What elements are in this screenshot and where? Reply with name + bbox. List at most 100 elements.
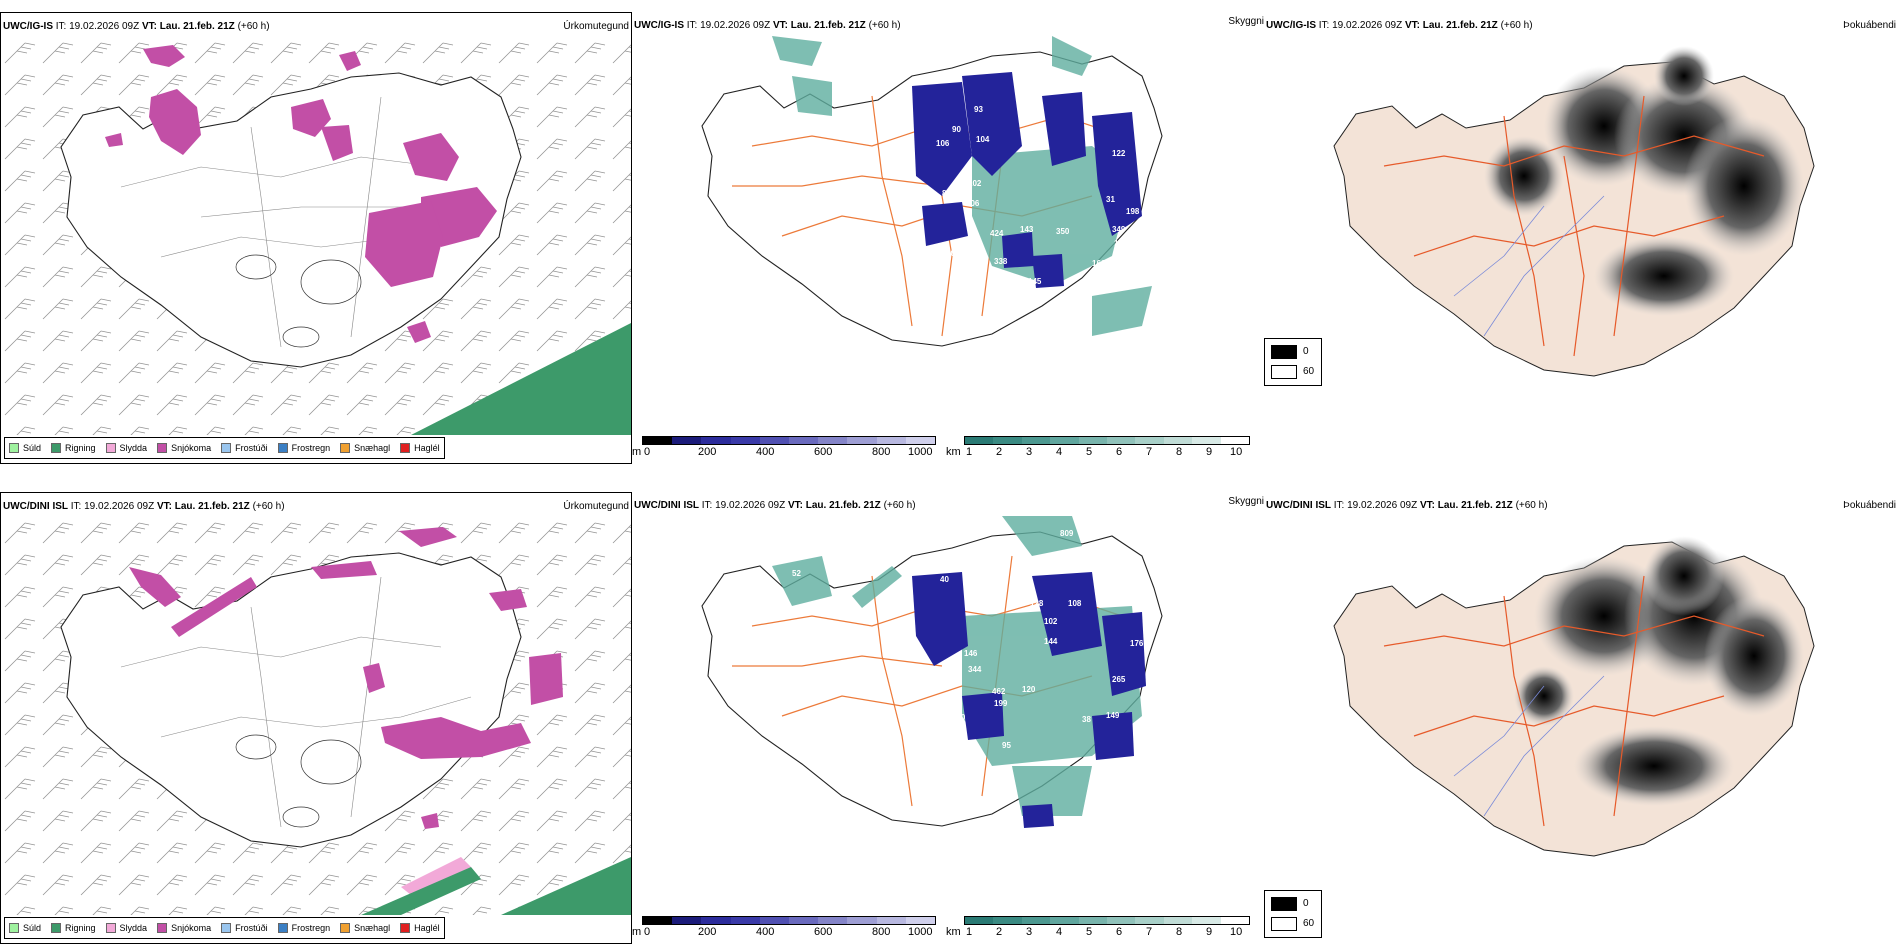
cloud-labels: 809 40 179 128 108 102 144 146 344 462 1…	[792, 529, 1144, 774]
panel-header: UWC/IG-IS IT: 19.02.2026 09Z VT: Lau. 21…	[3, 21, 270, 32]
svg-text:108: 108	[1068, 599, 1082, 608]
precip-map	[1, 37, 631, 435]
precip-legend: Súld Rigning Slydda Snjókoma Frostúði Fr…	[4, 437, 445, 459]
precip-legend: Súld Rigning Slydda Snjókoma Frostúði Fr…	[4, 917, 445, 939]
variable-name: Skyggni	[1228, 496, 1264, 507]
svg-text:144: 144	[1044, 637, 1058, 646]
precip-map	[1, 517, 631, 915]
svg-text:344: 344	[968, 665, 982, 674]
rain-area	[411, 323, 631, 435]
svg-text:102: 102	[968, 179, 982, 188]
legend-freezing-drizzle: Frostúði	[221, 923, 268, 933]
svg-text:462: 462	[964, 247, 978, 256]
svg-text:120: 120	[926, 261, 940, 270]
svg-text:462: 462	[992, 687, 1006, 696]
svg-text:350: 350	[1056, 227, 1070, 236]
rivers	[1453, 675, 1605, 817]
legend-sleet: Slydda	[105, 443, 147, 453]
svg-text:145: 145	[1028, 277, 1042, 286]
legend-freezing-rain: Frostregn	[277, 443, 330, 453]
svg-text:146: 146	[964, 649, 978, 658]
variable-name: Úrkomutegund	[563, 501, 629, 512]
svg-text:265: 265	[1112, 675, 1126, 684]
svg-text:95: 95	[1002, 741, 1011, 750]
svg-text:338: 338	[994, 257, 1008, 266]
legend-rain: Rigning	[51, 443, 96, 453]
panel-header: UWC/DINI ISL IT: 19.02.2026 09Z VT: Lau.…	[3, 501, 285, 512]
variable-name: Skyggni	[1228, 16, 1264, 27]
svg-text:370: 370	[952, 713, 966, 722]
visibility-colorbar: km 1 2 3 4 5 6 7 8 9 10	[946, 436, 1264, 462]
svg-text:179: 179	[986, 599, 1000, 608]
legend-drizzle: Súld	[9, 443, 41, 453]
svg-text:82: 82	[942, 189, 951, 198]
svg-text:278: 278	[1018, 291, 1032, 300]
svg-text:137: 137	[1114, 239, 1128, 248]
legend-snow: Snjókoma	[157, 443, 211, 453]
svg-text:40: 40	[940, 575, 949, 584]
panel-header: UWC/DINI ISL IT: 19.02.2026 09Z VT: Lau.…	[1266, 500, 1548, 511]
svg-text:31: 31	[1106, 195, 1115, 204]
fog-panel-row2: UWC/DINI ISL IT: 19.02.2026 09Z VT: Lau.…	[1264, 492, 1896, 944]
legend-freezing-drizzle: Frostúði	[221, 443, 268, 453]
fog-areas	[1484, 46, 1804, 316]
svg-text:122: 122	[1112, 149, 1126, 158]
visibility-map: 93 90 104 106 102 82 106 462 338 424 143…	[701, 36, 1163, 347]
variable-name: Þokuábendi	[1843, 500, 1896, 511]
svg-text:14: 14	[872, 255, 881, 264]
cloud-labels: 93 90 104 106 102 82 106 462 338 424 143…	[872, 105, 1140, 320]
panel-header: UWC/IG-IS IT: 19.02.2026 09Z VT: Lau. 21…	[1266, 20, 1533, 31]
legend-hail: Haglél	[400, 923, 440, 933]
visibility-map: 809 40 179 128 108 102 144 146 344 462 1…	[701, 516, 1163, 828]
road-network	[1383, 575, 1765, 827]
road-lines	[120, 576, 472, 828]
legend-drizzle: Súld	[9, 923, 41, 933]
svg-text:149: 149	[1106, 711, 1120, 720]
road-lines	[120, 96, 472, 348]
road-network	[1383, 95, 1765, 357]
legend-hail: Haglél	[400, 443, 440, 453]
legend-snow: Snjókoma	[157, 923, 211, 933]
glaciers	[235, 734, 362, 828]
svg-text:106: 106	[966, 199, 980, 208]
fog-map	[1333, 46, 1815, 377]
cloud-base-navy	[912, 572, 1146, 828]
svg-text:143: 143	[1020, 225, 1034, 234]
glaciers	[235, 254, 362, 348]
fog-legend: 0 60	[1264, 890, 1322, 938]
svg-text:90: 90	[952, 125, 961, 134]
legend-rain: Rigning	[51, 923, 96, 933]
snow-areas	[129, 527, 563, 829]
svg-text:198: 198	[1126, 207, 1140, 216]
svg-text:20: 20	[1000, 765, 1009, 774]
svg-text:93: 93	[974, 105, 983, 114]
svg-text:766: 766	[1072, 291, 1086, 300]
svg-text:161: 161	[1092, 259, 1106, 268]
svg-text:349: 349	[1112, 225, 1126, 234]
svg-text:199: 199	[994, 699, 1008, 708]
svg-text:117: 117	[956, 745, 969, 754]
svg-text:120: 120	[1022, 685, 1036, 694]
svg-text:104: 104	[976, 135, 990, 144]
fog-map	[1333, 536, 1815, 857]
rivers	[1453, 195, 1605, 337]
legend-snow-pellets: Snæhagl	[340, 443, 390, 453]
variable-name: Þokuábendi	[1843, 20, 1896, 31]
svg-text:102: 102	[1044, 617, 1058, 626]
svg-text:424: 424	[990, 229, 1004, 238]
legend-snow-pellets: Snæhagl	[340, 923, 390, 933]
svg-text:34: 34	[1076, 311, 1085, 320]
svg-text:100: 100	[946, 249, 960, 258]
svg-text:52: 52	[792, 569, 801, 578]
visibility-panel-row2: UWC/DINI ISL IT: 19.02.2026 09Z VT: Lau.…	[632, 492, 1264, 944]
visibility-colorbar: km 1 2 3 4 5 6 7 8 9 10	[946, 916, 1264, 942]
visibility-panel-row1: UWC/IG-IS IT: 19.02.2026 09Z VT: Lau. 21…	[632, 12, 1264, 464]
fog-panel-row1: UWC/IG-IS IT: 19.02.2026 09Z VT: Lau. 21…	[1264, 12, 1896, 464]
svg-text:128: 128	[1030, 599, 1044, 608]
variable-name: Úrkomutegund	[563, 21, 629, 32]
legend-freezing-rain: Frostregn	[277, 923, 330, 933]
precip-type-panel-row1: UWC/IG-IS IT: 19.02.2026 09Z VT: Lau. 21…	[0, 12, 632, 464]
svg-text:176: 176	[1130, 639, 1144, 648]
ceiling-colorbar: m 0 200 400 600 800 1000	[632, 436, 942, 462]
sleet-area	[401, 857, 471, 895]
